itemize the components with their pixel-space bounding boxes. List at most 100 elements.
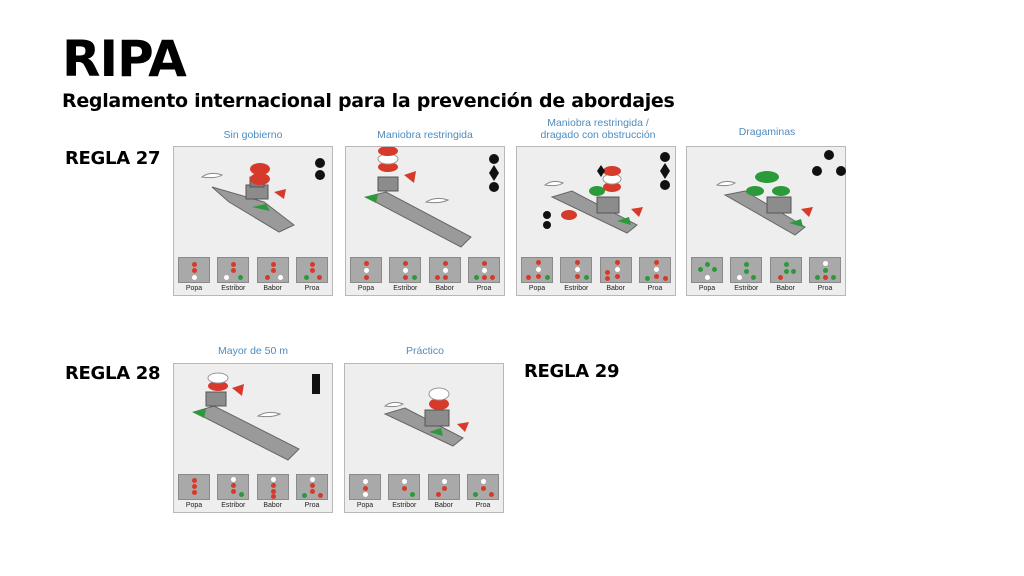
light-dot-icon xyxy=(270,477,276,482)
view-label: Proa xyxy=(304,502,320,509)
light-views: Popa Estribor Babor Proa xyxy=(177,257,329,292)
light-dot-icon xyxy=(192,262,197,267)
card-dragaminas: Popa Estribor Babor Proa xyxy=(686,146,846,296)
view-babor: Babor xyxy=(256,257,290,292)
page-title: RIPA xyxy=(62,30,187,88)
light-dot-icon xyxy=(231,262,237,267)
light-dot-icon xyxy=(231,483,237,488)
black-diamond-icon xyxy=(660,163,670,179)
ship-illustration xyxy=(543,152,670,234)
light-view-box xyxy=(599,257,632,283)
view-proa: Proa xyxy=(466,474,500,509)
light-dot-icon xyxy=(545,275,550,280)
caption-dragaminas: Dragaminas xyxy=(738,126,796,138)
card-dragado-obstruccion: Popa Estribor Babor Proa xyxy=(516,146,676,296)
light-dot-icon xyxy=(309,477,315,482)
view-label: Babor xyxy=(263,502,282,509)
view-label: Estribor xyxy=(564,285,589,292)
light-view-box xyxy=(178,474,210,500)
light-dot-icon xyxy=(435,492,441,497)
light-dot-icon xyxy=(480,479,486,484)
ship-illustration xyxy=(715,150,846,236)
light-view-box xyxy=(638,257,671,283)
black-diamond-icon xyxy=(489,165,499,181)
view-label: Popa xyxy=(528,285,546,292)
light-dot-icon xyxy=(830,275,836,280)
view-label: Popa xyxy=(356,502,374,509)
card-maniobra-restringida: Popa Estribor Babor Proa xyxy=(345,146,505,296)
light-dot-icon xyxy=(575,267,581,272)
light-dot-icon xyxy=(653,274,659,279)
light-dot-icon xyxy=(481,268,487,273)
light-dot-icon xyxy=(783,269,789,274)
view-proa: Proa xyxy=(295,257,329,292)
view-babor: Babor xyxy=(256,474,290,509)
view-label: Babor xyxy=(435,285,454,292)
light-dot-icon xyxy=(309,262,315,267)
light-view-box xyxy=(217,257,250,283)
light-dot-icon xyxy=(442,268,448,273)
light-dot-icon xyxy=(434,275,440,280)
black-ball-icon xyxy=(315,158,325,168)
card-practico: Popa Estribor Babor Proa xyxy=(344,363,504,513)
light-dot-icon xyxy=(309,489,315,494)
light-dot-icon xyxy=(536,274,541,279)
light-dot-icon xyxy=(822,261,828,266)
light-view-box xyxy=(295,474,328,500)
light-dot-icon xyxy=(662,276,668,281)
light-view-box xyxy=(217,474,250,500)
light-dot-icon xyxy=(231,489,237,494)
view-label: Popa xyxy=(185,502,203,509)
light-dot-icon xyxy=(480,486,486,491)
view-proa: Proa xyxy=(638,257,672,292)
black-ball-icon xyxy=(660,152,670,162)
view-label: Proa xyxy=(647,285,663,292)
light-dot-icon xyxy=(192,268,197,273)
light-view-box xyxy=(467,257,500,283)
light-dot-icon xyxy=(403,275,409,280)
light-dot-icon xyxy=(822,275,828,280)
light-dot-icon xyxy=(614,274,620,279)
caption-dragado-line1: Maniobra restringida / xyxy=(547,117,649,129)
view-label: Babor xyxy=(263,285,282,292)
view-label: Proa xyxy=(817,285,833,292)
view-estribor: Estribor xyxy=(387,474,421,509)
light-dot-icon xyxy=(698,267,703,272)
caption-sin-gobierno: Sin gobierno xyxy=(223,129,283,141)
view-babor: Babor xyxy=(599,257,633,292)
black-ball-icon xyxy=(836,166,846,176)
light-dot-icon xyxy=(614,260,620,265)
view-estribor: Estribor xyxy=(559,257,593,292)
view-proa: Proa xyxy=(467,257,501,292)
light-dot-icon xyxy=(584,275,590,280)
light-dot-icon xyxy=(224,275,230,280)
view-babor: Babor xyxy=(427,474,461,509)
light-view-box xyxy=(350,257,382,283)
light-view-box xyxy=(521,257,553,283)
light-dot-icon xyxy=(751,275,757,280)
light-dot-icon xyxy=(402,486,408,491)
caption-dragado: Maniobra restringida / dragado con obstr… xyxy=(510,117,686,141)
light-dot-icon xyxy=(489,275,495,280)
view-label: Estribor xyxy=(221,285,246,292)
light-view-box xyxy=(691,257,723,283)
view-label: Estribor xyxy=(393,285,418,292)
view-label: Popa xyxy=(357,285,375,292)
view-label: Babor xyxy=(776,285,795,292)
light-dot-icon xyxy=(441,486,447,491)
light-dot-icon xyxy=(231,268,237,273)
light-dot-icon xyxy=(790,269,796,274)
caption-maniobra-restringida: Maniobra restringida xyxy=(377,129,473,141)
view-label: Estribor xyxy=(392,502,417,509)
light-view-box xyxy=(808,257,841,283)
light-views: Popa Estribor Babor Proa xyxy=(349,257,501,292)
light-dot-icon xyxy=(364,261,369,266)
light-views: Popa Estribor Babor Proa xyxy=(690,257,842,292)
light-dot-icon xyxy=(783,262,789,267)
light-dot-icon xyxy=(441,479,447,484)
ship-illustration xyxy=(192,372,320,461)
light-dot-icon xyxy=(536,267,541,272)
view-label: Proa xyxy=(476,285,492,292)
view-label: Proa xyxy=(475,502,491,509)
light-dot-icon xyxy=(316,275,322,280)
